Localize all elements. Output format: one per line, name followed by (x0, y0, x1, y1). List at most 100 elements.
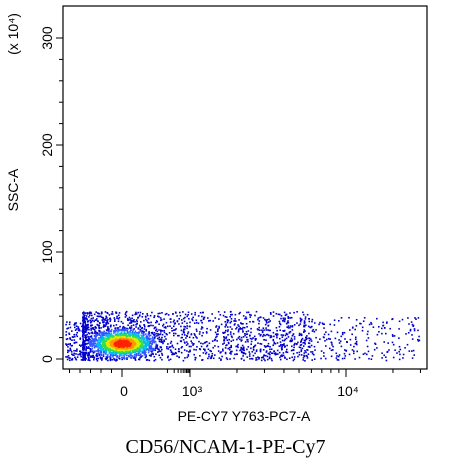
data-point (66, 358, 69, 361)
data-point (335, 357, 338, 359)
data-point (139, 311, 142, 314)
data-point (154, 336, 156, 338)
data-point (103, 332, 105, 335)
data-point (76, 332, 78, 334)
data-point (112, 348, 115, 350)
data-point (166, 346, 168, 348)
data-point (122, 343, 124, 345)
data-point (336, 355, 338, 357)
data-point (293, 336, 296, 338)
data-point (68, 323, 71, 326)
data-point (180, 346, 183, 349)
data-point (280, 347, 283, 349)
data-point (139, 326, 142, 328)
data-point (109, 330, 111, 333)
data-point (158, 348, 160, 351)
data-point (308, 318, 310, 320)
data-point (168, 359, 170, 361)
data-point (155, 329, 157, 332)
data-point (88, 352, 90, 354)
data-point (106, 337, 108, 340)
data-point (306, 349, 309, 351)
data-point (188, 345, 191, 348)
data-point (143, 350, 146, 352)
data-point (418, 339, 421, 342)
data-point (174, 322, 176, 324)
data-point (407, 317, 409, 319)
data-point (187, 343, 189, 345)
data-point (86, 313, 89, 315)
data-point (65, 331, 68, 333)
data-point (150, 353, 153, 355)
data-point (265, 319, 267, 322)
data-point (195, 336, 197, 338)
data-point (161, 358, 163, 361)
data-point (183, 320, 186, 323)
data-point (85, 337, 87, 340)
data-point (116, 344, 119, 347)
data-point (343, 357, 346, 360)
data-point (147, 321, 149, 324)
data-point (124, 329, 127, 332)
data-point (90, 317, 93, 320)
data-point (354, 342, 357, 345)
data-point (310, 351, 312, 353)
data-point (186, 350, 188, 352)
data-point (83, 316, 85, 318)
data-point (382, 324, 385, 327)
data-point (279, 313, 281, 316)
data-point (98, 354, 100, 356)
data-point (238, 312, 240, 315)
data-point (353, 352, 355, 355)
data-point (140, 350, 143, 353)
data-point (303, 329, 306, 331)
data-point (98, 343, 101, 346)
data-point (127, 351, 129, 353)
data-point (289, 340, 291, 343)
data-point (267, 329, 269, 331)
data-point (212, 357, 215, 360)
data-point (151, 332, 154, 335)
data-point (75, 341, 78, 344)
data-point (143, 354, 146, 356)
data-point (175, 312, 177, 314)
data-point (73, 339, 76, 341)
data-point (101, 359, 103, 361)
data-point (324, 357, 327, 360)
data-point (111, 336, 113, 338)
data-point (311, 325, 313, 328)
data-point (303, 321, 306, 324)
data-point (298, 332, 301, 335)
data-point (71, 344, 73, 347)
data-point (170, 351, 173, 354)
data-point (162, 323, 165, 326)
data-point (105, 353, 107, 355)
data-point (101, 346, 103, 349)
data-point (247, 311, 250, 314)
data-point (82, 340, 85, 342)
data-point (230, 340, 233, 342)
data-point (240, 351, 243, 354)
data-point (260, 359, 263, 362)
data-point (137, 341, 140, 343)
data-point (172, 346, 175, 349)
data-point (102, 321, 104, 323)
data-point (167, 343, 169, 345)
data-point (270, 357, 273, 360)
data-point (330, 330, 333, 333)
data-point (305, 324, 307, 326)
data-point (351, 333, 353, 336)
data-point (84, 328, 86, 331)
data-point (118, 312, 121, 314)
data-point (262, 333, 265, 336)
data-point (115, 329, 118, 332)
data-point (178, 323, 180, 325)
data-point (249, 337, 252, 340)
data-point (290, 340, 292, 343)
data-point (153, 359, 155, 362)
data-point (209, 319, 212, 322)
data-point (277, 353, 279, 355)
data-point (218, 357, 221, 359)
data-point (153, 334, 156, 336)
